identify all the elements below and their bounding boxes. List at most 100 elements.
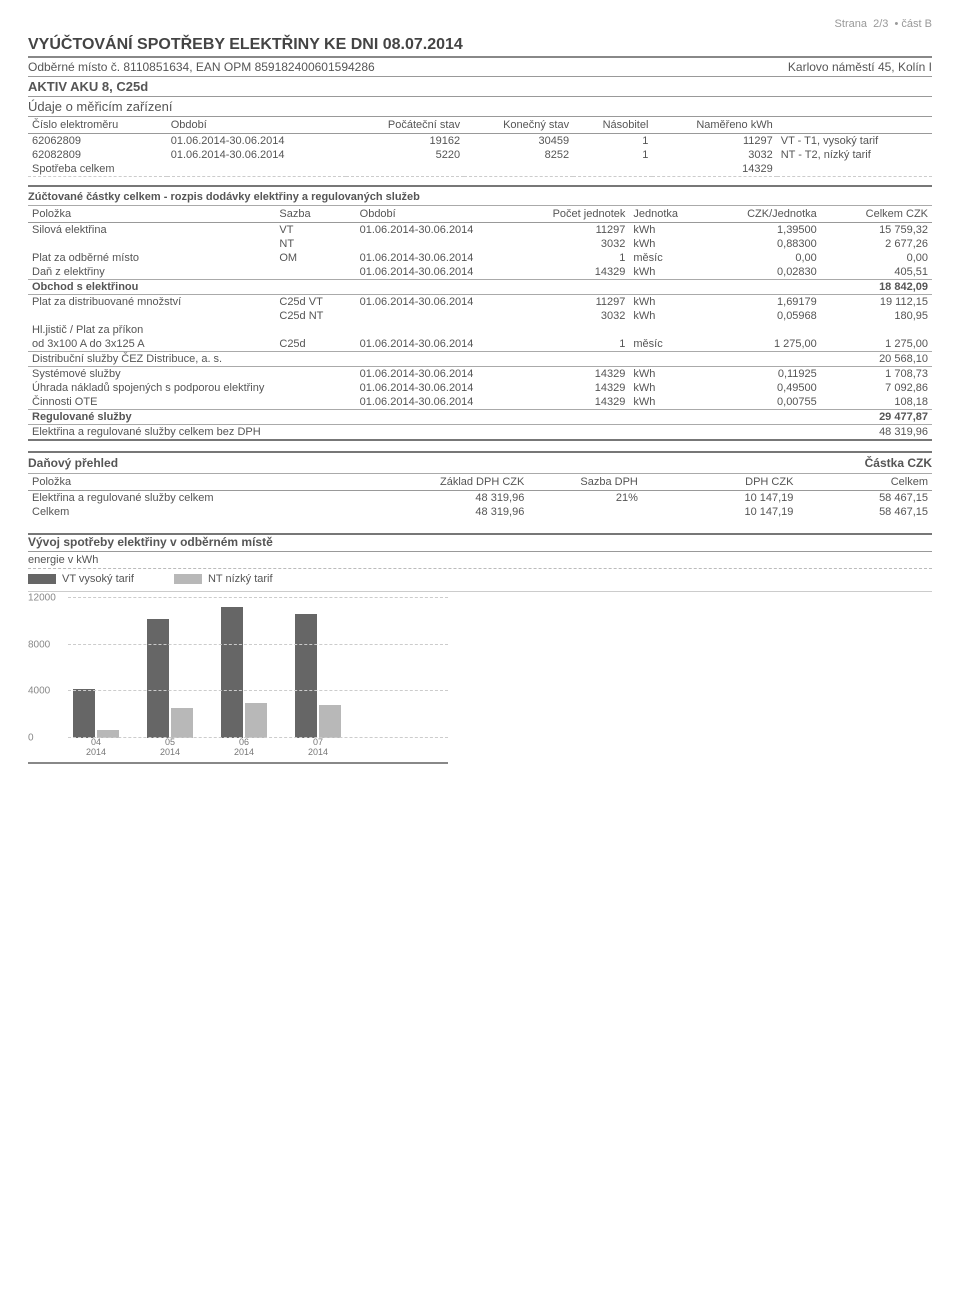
meter-section-label: Údaje o měřicím zařízení	[28, 97, 932, 117]
cell	[629, 323, 709, 337]
cell	[28, 237, 275, 251]
th-1: Základ DPH CZK	[373, 474, 529, 491]
cell: NT	[275, 237, 355, 251]
cell: 7 092,86	[821, 381, 932, 395]
gridline	[68, 644, 448, 645]
cell: C25d VT	[275, 295, 355, 310]
cell	[275, 323, 355, 337]
cell: Elektřina a regulované služby celkem	[28, 491, 373, 506]
bh-6: Celkem CZK	[821, 206, 932, 223]
cell: 19162	[346, 134, 464, 149]
cell: C25d NT	[275, 309, 355, 323]
cell: 11297	[652, 134, 776, 149]
cell	[528, 505, 642, 519]
cell: 108,18	[821, 395, 932, 410]
x-label: 062014	[216, 738, 272, 758]
cell	[529, 323, 630, 337]
cell: 0,88300	[710, 237, 821, 251]
cell: 62062809	[28, 134, 167, 149]
cell: 01.06.2014-30.06.2014	[356, 265, 529, 280]
cell: 58 467,15	[797, 491, 932, 506]
tax-table: Položka Základ DPH CZK Sazba DPH DPH CZK…	[28, 474, 932, 519]
cell: 14329	[529, 367, 630, 382]
cell: 0,00	[710, 251, 821, 265]
sub3-label: Regulované služby	[28, 410, 821, 425]
cell: 1,69179	[710, 295, 821, 310]
chart-title: Vývoj spotřeby elektřiny v odběrném míst…	[28, 535, 932, 552]
cell: 1 275,00	[821, 337, 932, 352]
cell: Plat za odběrné místo	[28, 251, 275, 265]
cell: kWh	[629, 395, 709, 410]
table-row: Hl.jistič / Plat za příkon	[28, 323, 932, 337]
cell: 14329	[529, 265, 630, 280]
table-row: 6206280901.06.2014-30.06.201419162304591…	[28, 134, 932, 149]
legend-vt: VT vysoký tarif	[28, 573, 134, 585]
bar-nt	[245, 703, 267, 738]
cell: 21%	[528, 491, 642, 506]
cell	[356, 323, 529, 337]
cell: kWh	[629, 265, 709, 280]
table-row: Plat za odběrné místoOM01.06.2014-30.06.…	[28, 251, 932, 265]
cell: kWh	[629, 309, 709, 323]
cell: 01.06.2014-30.06.2014	[167, 134, 346, 149]
meter-total-row: Spotřeba celkem 14329	[28, 162, 932, 177]
th-4: Celkem	[797, 474, 932, 491]
table-row: Činnosti OTE01.06.2014-30.06.201414329kW…	[28, 395, 932, 410]
cell	[275, 395, 355, 410]
cell: 1,39500	[710, 223, 821, 238]
bar-group	[68, 689, 124, 738]
y-tick: 0	[28, 733, 34, 744]
cell	[710, 323, 821, 337]
table-row: C25d NT3032kWh0,05968180,95	[28, 309, 932, 323]
cell: VT - T1, vysoký tarif	[777, 134, 932, 149]
cell: 01.06.2014-30.06.2014	[167, 148, 346, 162]
mh-2: Počáteční stav	[346, 117, 464, 134]
cell	[821, 323, 932, 337]
cell: 14329	[529, 395, 630, 410]
chart-legend: VT vysoký tarif NT nízký tarif	[28, 569, 932, 592]
cell: Daň z elektřiny	[28, 265, 275, 280]
cell: kWh	[629, 367, 709, 382]
cell: 01.06.2014-30.06.2014	[356, 251, 529, 265]
mh-5: Naměřeno kWh	[652, 117, 776, 134]
cell: Systémové služby	[28, 367, 275, 382]
bh-3: Počet jednotek	[529, 206, 630, 223]
mh-1: Období	[167, 117, 346, 134]
meter-total-value: 14329	[652, 162, 776, 177]
cell: 15 759,32	[821, 223, 932, 238]
swatch-nt	[174, 574, 202, 584]
subtotal-obchod: Obchod s elektřinou 18 842,09	[28, 280, 932, 295]
cell: 58 467,15	[797, 505, 932, 519]
table-row: NT3032kWh0,883002 677,26	[28, 237, 932, 251]
odberne-misto-row: Odběrné místo č. 8110851634, EAN OPM 859…	[28, 58, 932, 77]
bh-4: Jednotka	[629, 206, 709, 223]
table-row: Úhrada nákladů spojených s podporou elek…	[28, 381, 932, 395]
cell: 0,02830	[710, 265, 821, 280]
mh-4: Násobitel	[573, 117, 652, 134]
y-tick: 8000	[28, 639, 50, 650]
table-row: Celkem48 319,9610 147,1958 467,15	[28, 505, 932, 519]
doc-title: VYÚČTOVÁNÍ SPOTŘEBY ELEKTŘINY KE DNI 08.…	[28, 36, 932, 58]
table-row: od 3x100 A do 3x125 AC25d01.06.2014-30.0…	[28, 337, 932, 352]
y-tick: 4000	[28, 686, 50, 697]
cell: OM	[275, 251, 355, 265]
table-row: 6208280901.06.2014-30.06.201452208252130…	[28, 148, 932, 162]
cell: 10 147,19	[642, 505, 798, 519]
subtotal-regul: Regulované služby 29 477,87	[28, 410, 932, 425]
bar-vt	[147, 619, 169, 738]
meter-table: Číslo elektroměru Období Počáteční stav …	[28, 117, 932, 177]
cell: 19 112,15	[821, 295, 932, 310]
bh-5: CZK/Jednotka	[710, 206, 821, 223]
sub3-val: 29 477,87	[821, 410, 932, 425]
page-header: Strana 2/3 • část B	[28, 18, 932, 30]
sub2-val: 20 568,10	[821, 352, 932, 367]
billing-heading: Zúčtované částky celkem - rozpis dodávky…	[28, 189, 932, 206]
grand-label: Elektřina a regulované služby celkem bez…	[28, 425, 821, 441]
bh-0: Položka	[28, 206, 275, 223]
bar-nt	[319, 705, 341, 738]
cell: Celkem	[28, 505, 373, 519]
cell: kWh	[629, 223, 709, 238]
cell: 1 708,73	[821, 367, 932, 382]
grand-row: Elektřina a regulované služby celkem bez…	[28, 425, 932, 441]
tax-heading: Daňový přehled	[28, 456, 118, 470]
